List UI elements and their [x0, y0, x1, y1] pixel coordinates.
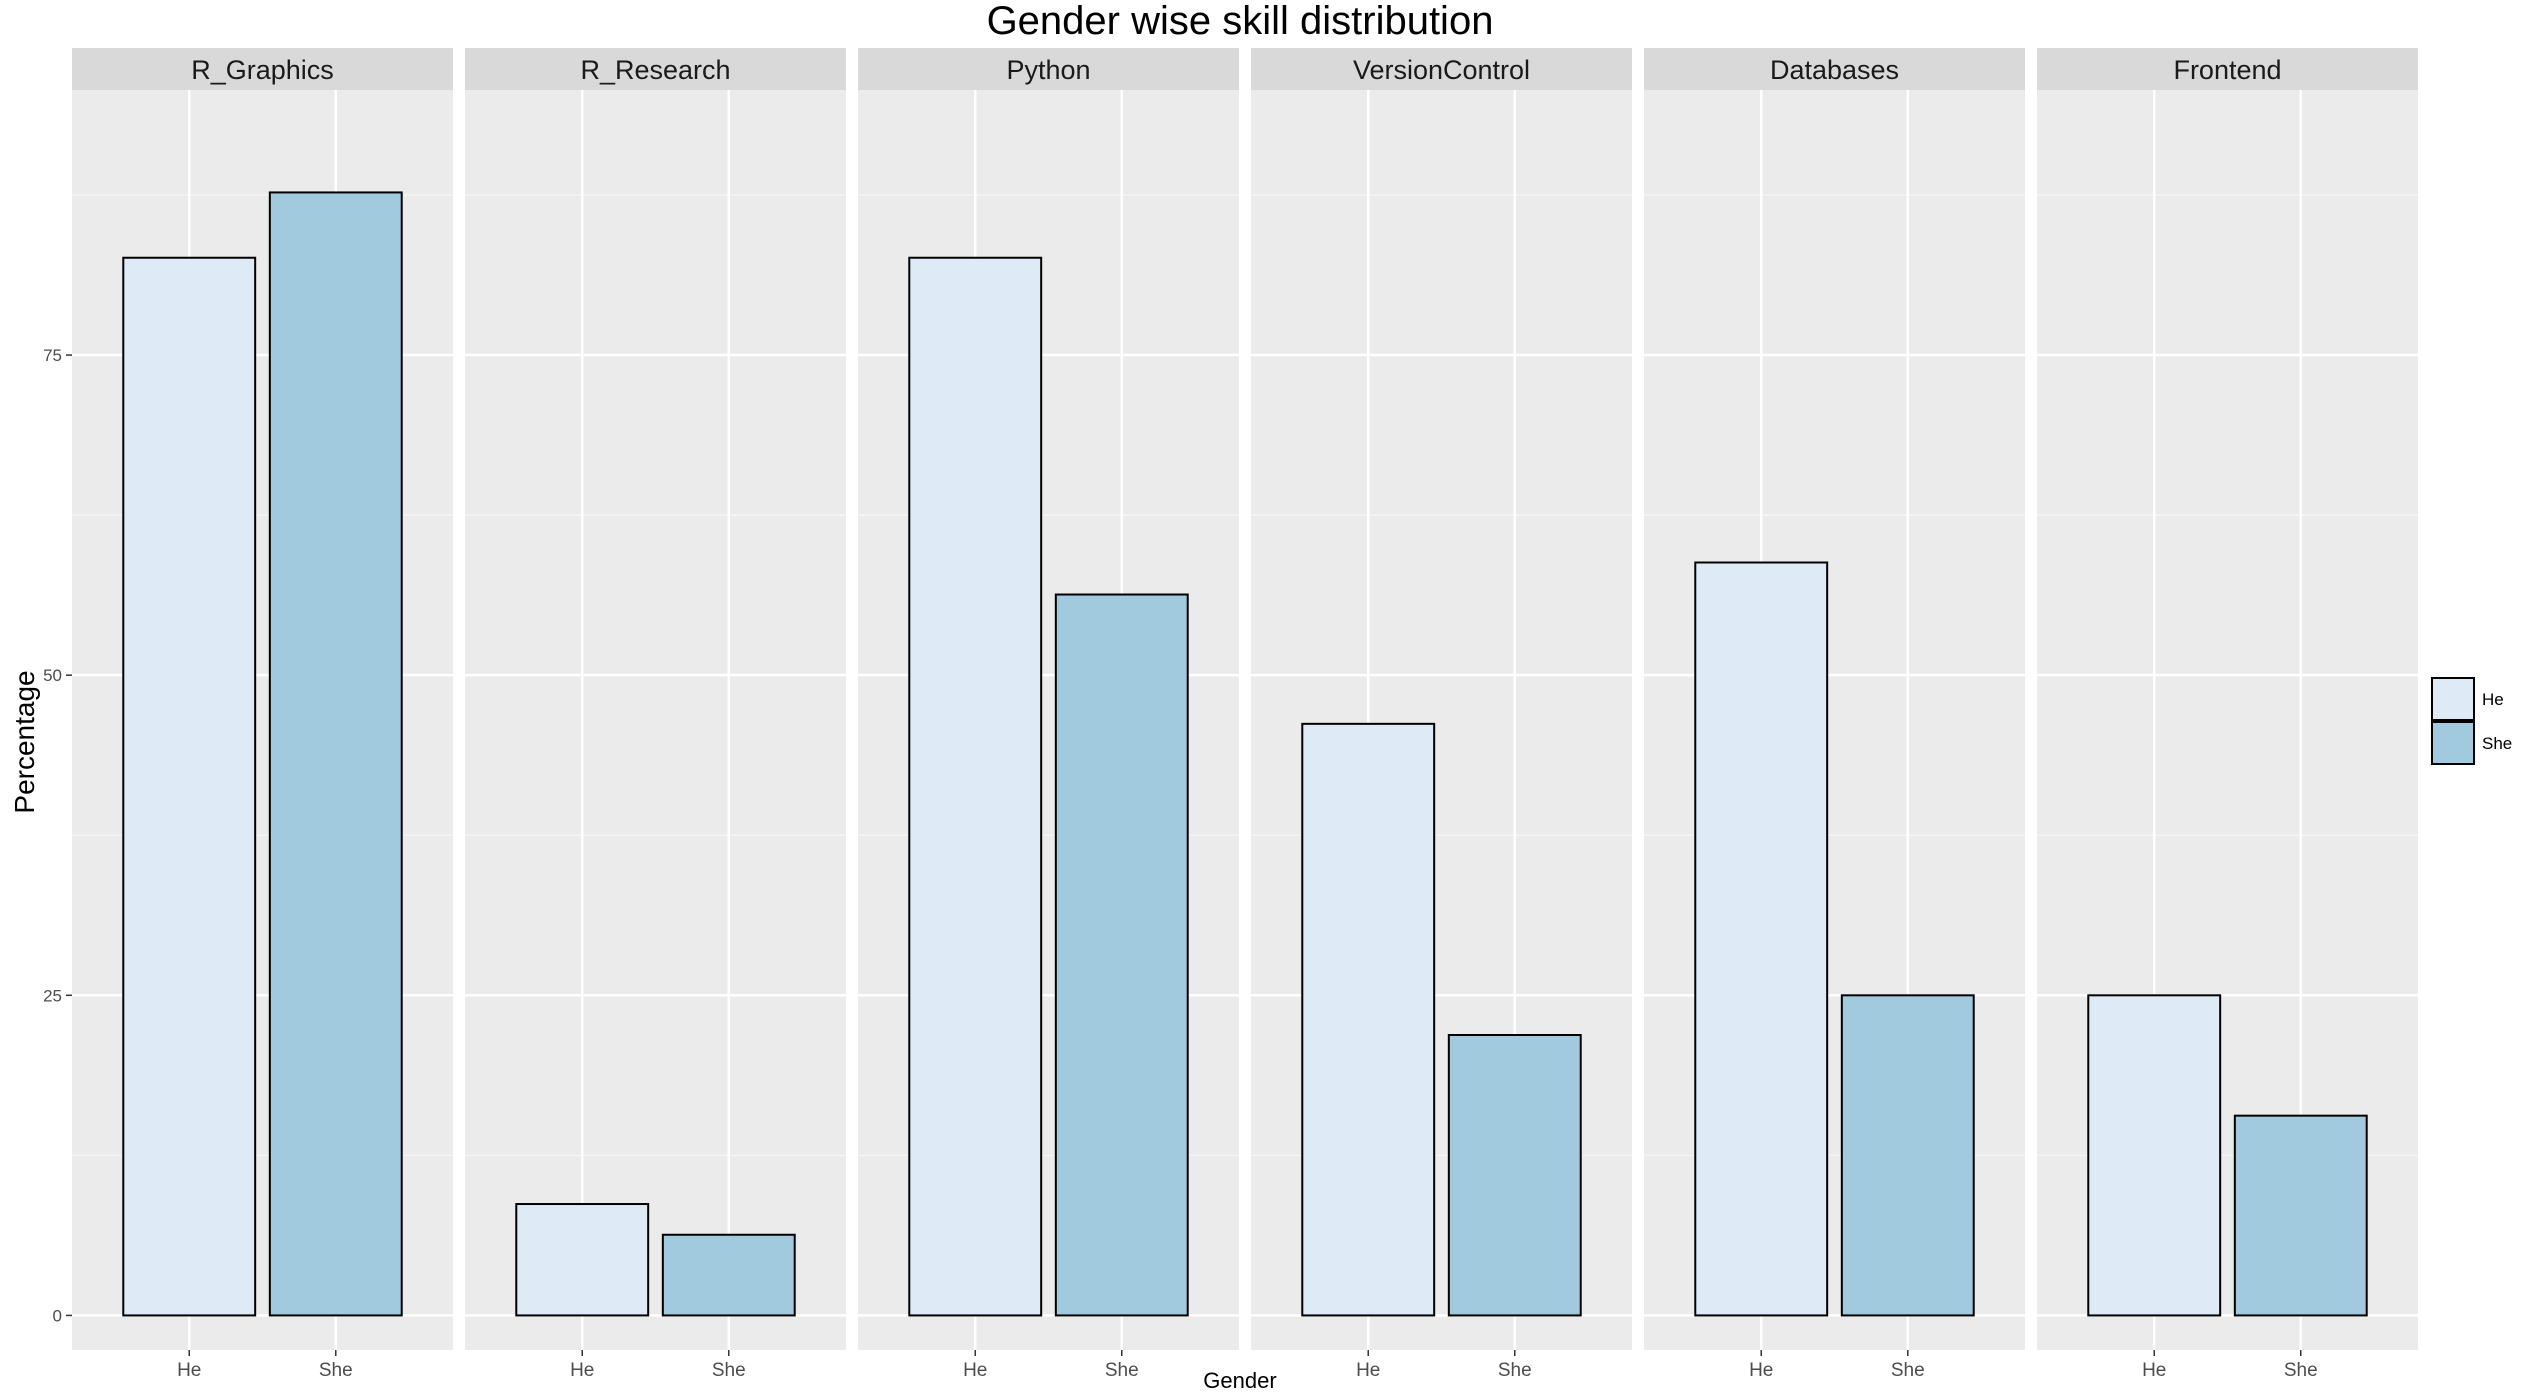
bar-he — [515, 1203, 650, 1317]
facet-strip — [858, 48, 1239, 90]
facet-strip — [72, 48, 453, 90]
x-tick-label: He — [2142, 1360, 2166, 1381]
bar-he — [908, 256, 1043, 1317]
bar-he — [2087, 994, 2222, 1317]
y-tick-label: 50 — [43, 666, 62, 685]
x-tick-label: He — [177, 1360, 201, 1381]
facet-strip — [465, 48, 846, 90]
x-axis-label: Gender — [1203, 1368, 1276, 1388]
facet-label: Python — [1006, 55, 1090, 85]
x-tick-label: She — [2284, 1360, 2318, 1381]
facet-strip — [1644, 48, 2025, 90]
facet-panel-versioncontrol: VersionControl He She — [1251, 48, 1632, 1381]
facet-strip — [1251, 48, 1632, 90]
x-tick-label: She — [712, 1360, 746, 1381]
legend-label: He — [2482, 690, 2504, 709]
facet-panel-r-graphics: R_Graphics He She — [72, 48, 453, 1381]
facet-panel-r-research: R_Research He She — [465, 48, 846, 1381]
x-tick-label: She — [1105, 1360, 1139, 1381]
facet-label: Databases — [1770, 55, 1899, 85]
x-tick-label: He — [1356, 1360, 1380, 1381]
legend-key-she — [2431, 721, 2475, 765]
y-tick-label: 25 — [43, 986, 62, 1005]
facet-label: R_Research — [580, 55, 730, 85]
x-tick-label: She — [1891, 1360, 1925, 1381]
x-tick-label: He — [570, 1360, 594, 1381]
x-tick-label: She — [1498, 1360, 1532, 1381]
bar-she — [268, 191, 403, 1317]
facet-panel-frontend: Frontend He She — [2037, 48, 2418, 1381]
legend-key-he — [2431, 677, 2475, 721]
x-tick-label: He — [963, 1360, 987, 1381]
chart-title: Gender wise skill distribution — [987, 0, 1494, 43]
y-axis: 0 25 50 75 — [43, 346, 72, 1325]
facet-label: R_Graphics — [191, 55, 334, 85]
facet-panel-python: Python He She — [858, 48, 1239, 1381]
x-tick-label: He — [1749, 1360, 1773, 1381]
facet-label: VersionControl — [1353, 55, 1530, 85]
facet-panels: R_Graphics He She R_Research He She Python He Sh… — [72, 48, 2418, 1381]
legend-label: She — [2482, 734, 2512, 753]
bar-he — [1301, 722, 1436, 1317]
panel-background — [465, 90, 846, 1350]
y-axis-label: Percentage — [9, 670, 40, 813]
legend: He She — [2431, 677, 2512, 765]
y-tick-label: 0 — [53, 1306, 62, 1325]
facet-panel-databases: Databases He She — [1644, 48, 2025, 1381]
facet-strip — [2037, 48, 2418, 90]
bar-she — [1840, 994, 1975, 1317]
bar-she — [661, 1233, 796, 1317]
bar-she — [1054, 593, 1189, 1317]
bar-he — [122, 256, 257, 1317]
bar-she — [1447, 1034, 1582, 1317]
x-tick-label: She — [319, 1360, 353, 1381]
facet-label: Frontend — [2173, 55, 2281, 85]
y-tick-label: 75 — [43, 346, 62, 365]
bar-she — [2233, 1114, 2368, 1317]
bar-he — [1694, 561, 1829, 1317]
